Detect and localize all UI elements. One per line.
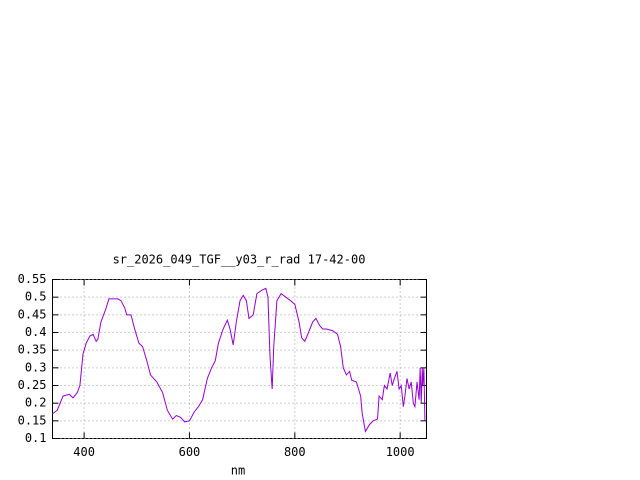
x-tick-label: 600	[179, 445, 201, 459]
chart-title: sr_2026_049_TGF__y03_r_rad 17-42-00	[113, 253, 366, 267]
y-tick-label: 0.25	[18, 378, 47, 392]
y-tick-label: 0.55	[18, 272, 47, 286]
data-line	[52, 287, 426, 433]
x-axis-label: nm	[231, 464, 245, 478]
y-tick-label: 0.15	[18, 413, 47, 427]
y-tick-label: 0.5	[25, 290, 47, 304]
y-tick-label: 0.4	[25, 325, 47, 339]
x-tick-label: 800	[284, 445, 306, 459]
y-tick-label: 0.1	[25, 431, 47, 445]
plot-border	[52, 279, 427, 439]
y-tick-label: 0.3	[25, 360, 47, 374]
x-tick-label: 1000	[386, 445, 415, 459]
y-tick-label: 0.2	[25, 396, 47, 410]
x-tick-label: 400	[73, 445, 95, 459]
y-tick-label: 0.45	[18, 307, 47, 321]
y-tick-label: 0.35	[18, 343, 47, 357]
